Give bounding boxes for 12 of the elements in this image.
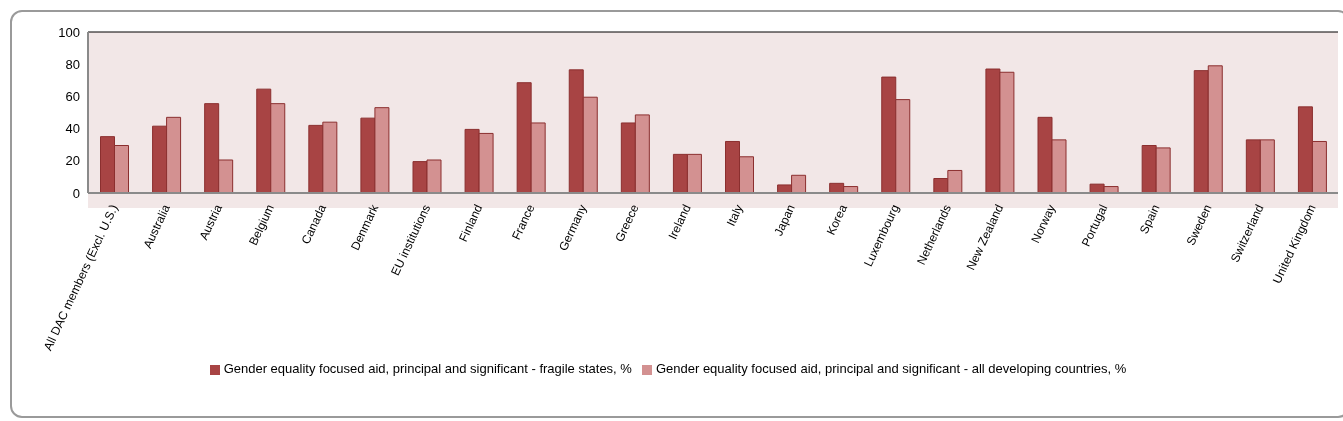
y-tick-label: 0 (72, 185, 80, 201)
y-tick-label: 80 (65, 56, 80, 72)
x-tick-label: Italy (723, 202, 746, 229)
legend-label: Gender equality focused aid, principal and significant - fragile states, % (223, 361, 632, 376)
x-tick-label: Korea (823, 202, 851, 238)
legend-label: Gender equality focused aid, principal and significant - all developing countries, % (655, 361, 1127, 376)
y-tick-label: 100 (58, 24, 80, 40)
x-tick-label: Japan (771, 202, 798, 238)
x-tick-label: Spain (1136, 202, 1163, 237)
y-tick-label: 40 (65, 121, 80, 137)
y-tick-label: 20 (65, 153, 80, 169)
y-tick-label: 60 (65, 89, 80, 105)
